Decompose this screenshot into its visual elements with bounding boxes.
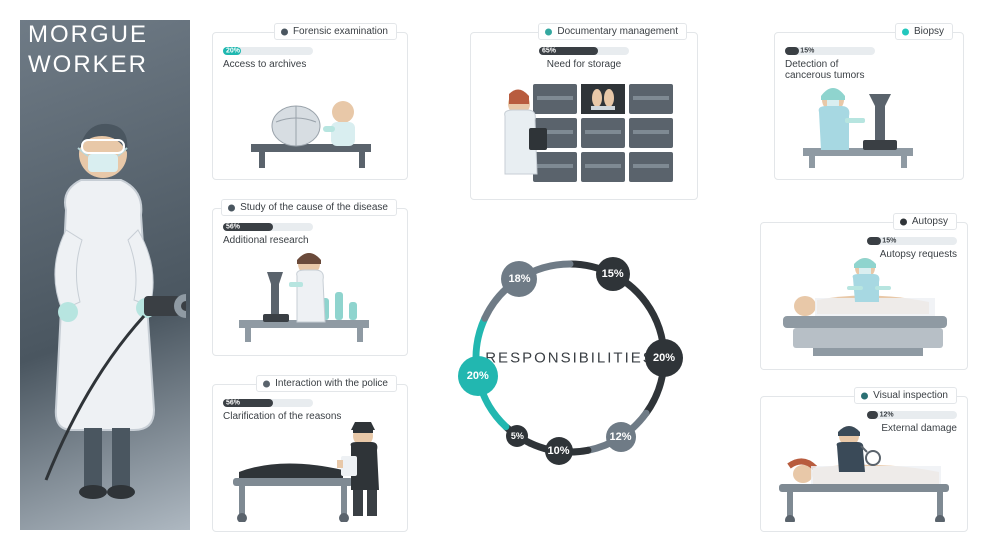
dot-icon: [902, 28, 909, 35]
progress-bar: 15%: [785, 47, 875, 55]
card-tab: Interaction with the police: [256, 375, 397, 392]
card-tab-label: Visual inspection: [873, 390, 948, 401]
card-illustration: [769, 422, 959, 527]
page-title: MORGUE WORKER: [28, 20, 148, 80]
progress-pct: 12%: [880, 412, 894, 419]
progress-pct: 56%: [226, 224, 240, 231]
card-tab-label: Interaction with the police: [275, 378, 388, 389]
card-tab-label: Forensic examination: [293, 26, 388, 37]
card-police: Interaction with the police56%Clarificat…: [212, 384, 408, 532]
card-illustration: [769, 250, 959, 365]
dot-icon: [545, 28, 552, 35]
progress-bar: 65%: [539, 47, 629, 55]
card-study: Study of the cause of the disease56%Addi…: [212, 208, 408, 356]
card-illustration: [221, 412, 399, 527]
card-tab: Forensic examination: [274, 23, 397, 40]
card-tab-label: Autopsy: [912, 216, 948, 227]
card-subtitle: Need for storage: [529, 59, 639, 70]
card-illustration: [783, 70, 955, 175]
card-content: 20% Access to archives: [223, 47, 397, 70]
morgue-worker-figure: [26, 100, 186, 520]
card-docmgmt: Documentary management65%Need for storag…: [470, 32, 698, 200]
dot-icon: [281, 28, 288, 35]
progress-pct: 65%: [542, 48, 556, 55]
progress-bar: 20%: [223, 47, 313, 55]
dot-icon: [861, 392, 868, 399]
card-autopsy: Autopsy15%Autopsy requests: [760, 222, 968, 370]
progress-bar: 12%: [867, 411, 957, 419]
ring-node: 10%: [545, 437, 573, 465]
title-line-1: MORGUE: [28, 21, 148, 48]
card-tab: Study of the cause of the disease: [221, 199, 397, 216]
progress-pct: 20%: [226, 48, 240, 55]
progress-bar: 15%: [867, 237, 957, 245]
ring-node: 15%: [596, 257, 630, 291]
ring-node: 20%: [458, 356, 498, 396]
ring-node: 20%: [645, 339, 683, 377]
title-line-2: WORKER: [28, 51, 148, 78]
card-forensic: Forensic examination20%Access to archive…: [212, 32, 408, 180]
dot-icon: [900, 218, 907, 225]
card-content: 65% Need for storage: [529, 47, 639, 70]
card-illustration: [479, 70, 689, 195]
progress-fill: [785, 47, 799, 55]
card-visual: Visual inspection12%External damage: [760, 396, 968, 532]
card-subtitle: Access to archives: [223, 59, 397, 70]
progress-fill: [867, 237, 881, 245]
card-biopsy: Biopsy15%Detection ofcancerous tumors: [774, 32, 964, 180]
dot-icon: [263, 380, 270, 387]
progress-bar: 56%: [223, 399, 313, 407]
progress-pct: 15%: [800, 48, 814, 55]
card-tab: Visual inspection: [854, 387, 957, 404]
card-tab: Autopsy: [893, 213, 957, 230]
progress-pct: 56%: [226, 400, 240, 407]
card-tab-label: Biopsy: [914, 26, 944, 37]
progress-fill: [867, 411, 878, 419]
card-illustration: [221, 242, 399, 351]
dot-icon: [228, 204, 235, 211]
ring-node: 12%: [606, 422, 636, 452]
card-tab-label: Documentary management: [557, 26, 678, 37]
card-illustration: [221, 74, 399, 175]
ring-node: 18%: [501, 261, 537, 297]
card-tab: Documentary management: [538, 23, 687, 40]
card-tab-label: Study of the cause of the disease: [240, 202, 388, 213]
card-tab: Biopsy: [895, 23, 953, 40]
progress-pct: 15%: [882, 238, 896, 245]
responsibilities-ring: RESPONSIBILITIES 15%20%12%10%5%20%18%: [450, 238, 690, 478]
ring-center-label: RESPONSIBILITIES: [485, 350, 655, 367]
progress-bar: 56%: [223, 223, 313, 231]
